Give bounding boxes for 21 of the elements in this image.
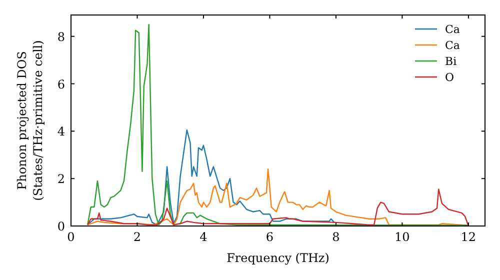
y-tick-label: 4 xyxy=(57,124,66,139)
line-series xyxy=(86,24,470,226)
legend-label: Bi xyxy=(445,55,458,68)
legend-label: Ca xyxy=(445,39,460,52)
legend-label: Ca xyxy=(445,23,460,36)
line-series xyxy=(86,129,335,226)
y-tick-label: 2 xyxy=(57,172,65,186)
x-tick-label: 2 xyxy=(133,230,142,244)
y-axis-title: Phonon projected DOS (States/THz·primitive cell) xyxy=(15,40,45,201)
x-tick-label: 8 xyxy=(332,230,340,244)
x-tick-label: 4 xyxy=(200,230,208,244)
x-tick-label: 0 xyxy=(67,230,75,244)
x-axis-title: Frequency (THz) xyxy=(226,251,330,265)
legend-label: O xyxy=(445,71,454,84)
x-tick-label: 6 xyxy=(266,230,274,244)
x-tick-label: 12 xyxy=(460,230,476,244)
x-tick-label: 10 xyxy=(394,230,410,244)
y-tick-label: 6 xyxy=(57,77,65,92)
y-tick-label: 0 xyxy=(57,220,65,234)
y-tick-label: 8 xyxy=(57,30,65,44)
line-series xyxy=(86,188,470,227)
